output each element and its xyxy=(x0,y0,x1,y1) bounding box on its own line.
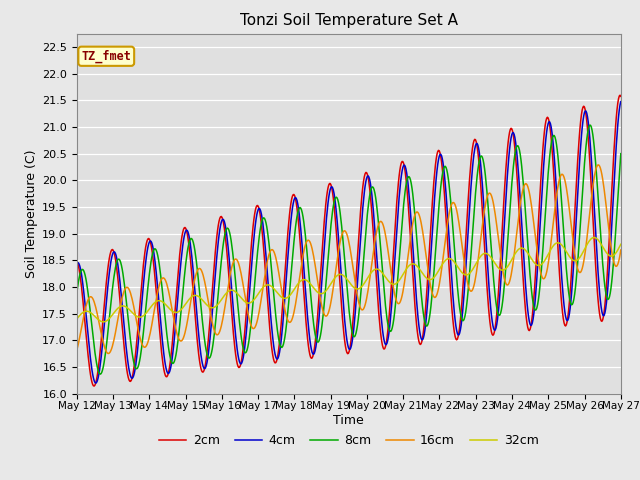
32cm xyxy=(617,241,625,247)
32cm xyxy=(223,289,231,295)
Line: 32cm: 32cm xyxy=(77,238,621,322)
32cm xyxy=(140,313,147,319)
8cm xyxy=(617,151,625,156)
Text: TZ_fmet: TZ_fmet xyxy=(81,49,131,63)
4cm xyxy=(140,282,147,288)
4cm xyxy=(73,261,81,266)
16cm xyxy=(83,301,90,307)
4cm xyxy=(92,380,100,386)
32cm xyxy=(83,308,90,314)
2cm xyxy=(616,92,624,98)
8cm xyxy=(586,122,594,128)
16cm xyxy=(140,344,147,349)
Line: 8cm: 8cm xyxy=(77,125,621,374)
2cm xyxy=(416,341,424,347)
16cm xyxy=(431,294,439,300)
8cm xyxy=(195,279,202,285)
Line: 4cm: 4cm xyxy=(77,102,621,383)
32cm xyxy=(99,319,107,325)
32cm xyxy=(431,273,439,278)
4cm xyxy=(416,328,424,334)
32cm xyxy=(73,316,81,322)
16cm xyxy=(617,247,625,253)
8cm xyxy=(83,280,90,286)
2cm xyxy=(223,254,231,260)
8cm xyxy=(431,250,439,255)
Title: Tonzi Soil Temperature Set A: Tonzi Soil Temperature Set A xyxy=(240,13,458,28)
8cm xyxy=(97,371,104,377)
X-axis label: Time: Time xyxy=(333,414,364,427)
2cm xyxy=(140,262,147,268)
4cm xyxy=(83,318,90,324)
2cm xyxy=(431,162,439,168)
16cm xyxy=(105,350,113,356)
16cm xyxy=(73,348,81,353)
4cm xyxy=(223,237,231,243)
2cm xyxy=(195,351,202,357)
2cm xyxy=(83,338,90,344)
4cm xyxy=(195,331,202,337)
8cm xyxy=(140,330,147,336)
4cm xyxy=(431,184,439,190)
16cm xyxy=(195,266,202,272)
Y-axis label: Soil Temperature (C): Soil Temperature (C) xyxy=(25,149,38,278)
32cm xyxy=(591,235,598,240)
2cm xyxy=(617,94,625,99)
32cm xyxy=(195,294,202,300)
2cm xyxy=(90,383,98,389)
Line: 2cm: 2cm xyxy=(77,95,621,386)
2cm xyxy=(73,258,81,264)
8cm xyxy=(223,225,231,231)
Line: 16cm: 16cm xyxy=(77,165,621,353)
Legend: 2cm, 4cm, 8cm, 16cm, 32cm: 2cm, 4cm, 8cm, 16cm, 32cm xyxy=(154,429,543,452)
4cm xyxy=(617,99,625,105)
16cm xyxy=(223,288,231,294)
16cm xyxy=(595,162,602,168)
8cm xyxy=(73,290,81,296)
16cm xyxy=(416,213,424,219)
8cm xyxy=(416,272,424,277)
32cm xyxy=(416,266,424,272)
